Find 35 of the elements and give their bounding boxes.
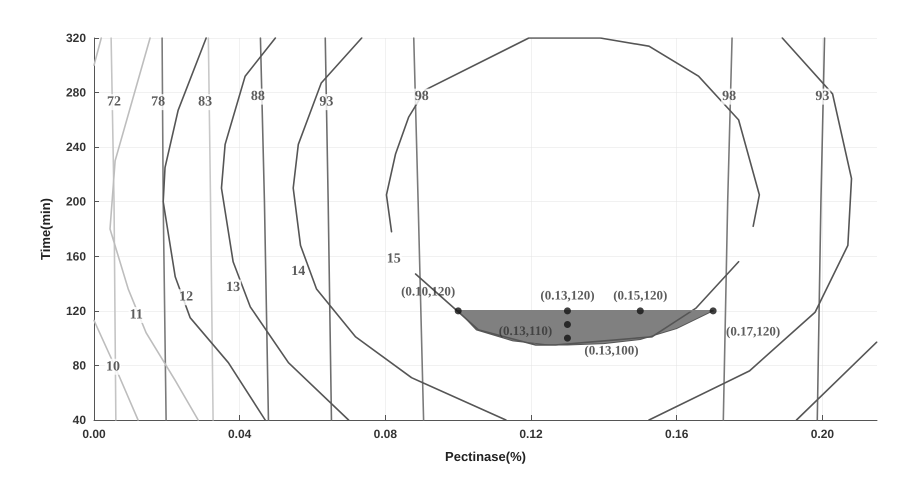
y-tick-label: 80: [72, 358, 86, 372]
annotation: 10: [106, 359, 120, 374]
annotation: 83: [198, 94, 212, 110]
annotation: 93: [815, 89, 830, 104]
annotation: (0.17,120): [726, 323, 780, 338]
y-tick-label: 120: [66, 304, 86, 318]
y-tick-label: 160: [66, 249, 86, 264]
annotation: 14: [291, 264, 306, 279]
annotation: (0.13,100): [584, 342, 639, 358]
annotation: 98: [414, 89, 429, 104]
x-tick-label: 0.16: [665, 427, 689, 441]
annotation: 78: [151, 94, 166, 110]
x-axis-title: Pectinase(%): [445, 449, 526, 464]
annotation: 12: [179, 290, 194, 305]
annotation: 13: [226, 280, 240, 296]
x-tick-label: 0.04: [228, 427, 252, 441]
annotation: (0.15,120): [613, 287, 668, 302]
annotation: (0.13,120): [540, 287, 595, 302]
x-tick-label: 0.12: [519, 427, 544, 441]
annotation: (0.13,110): [498, 323, 552, 338]
annotation: 72: [107, 94, 122, 110]
annotation: 11: [130, 307, 143, 322]
y-tick-label: 240: [66, 140, 86, 154]
annotation: 93: [319, 94, 334, 110]
y-tick-label: 200: [66, 194, 86, 209]
x-tick-label: 0.20: [810, 427, 834, 441]
y-tick-label: 320: [66, 31, 86, 45]
y-axis-title: Time(min): [38, 198, 53, 260]
annotation: 15: [386, 252, 401, 267]
annotation: 88: [250, 89, 265, 104]
y-tick-label: 40: [72, 413, 86, 427]
annotation: 98: [722, 89, 736, 104]
x-tick-label: 0.00: [82, 427, 106, 441]
x-tick-label: 0.08: [374, 427, 398, 441]
y-tick-label: 280: [66, 86, 86, 100]
